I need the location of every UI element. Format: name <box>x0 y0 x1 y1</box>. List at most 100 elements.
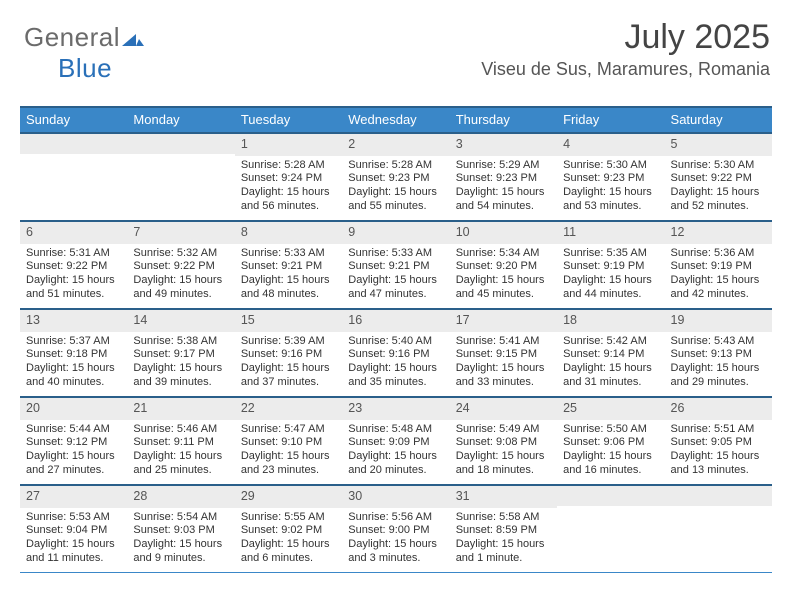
day-number: 28 <box>127 486 234 508</box>
daylight-text: Daylight: 15 hours and 6 minutes. <box>241 538 336 566</box>
calendar-week: 1Sunrise: 5:28 AMSunset: 9:24 PMDaylight… <box>20 132 772 220</box>
day-body: Sunrise: 5:51 AMSunset: 9:05 PMDaylight:… <box>665 420 772 484</box>
daylight-text: Daylight: 15 hours and 40 minutes. <box>26 362 121 390</box>
day-body <box>127 154 234 204</box>
calendar-day <box>557 486 664 572</box>
daylight-text: Daylight: 15 hours and 29 minutes. <box>671 362 766 390</box>
brand-triangle-icon <box>122 22 144 53</box>
day-body: Sunrise: 5:43 AMSunset: 9:13 PMDaylight:… <box>665 332 772 396</box>
day-number: 16 <box>342 310 449 332</box>
day-number: 14 <box>127 310 234 332</box>
day-number: 3 <box>450 134 557 156</box>
daylight-text: Daylight: 15 hours and 49 minutes. <box>133 274 228 302</box>
sunset-text: Sunset: 9:22 PM <box>671 172 766 186</box>
sunset-text: Sunset: 9:19 PM <box>671 260 766 274</box>
sunrise-text: Sunrise: 5:34 AM <box>456 247 551 261</box>
calendar-day: 7Sunrise: 5:32 AMSunset: 9:22 PMDaylight… <box>127 222 234 308</box>
day-body: Sunrise: 5:36 AMSunset: 9:19 PMDaylight:… <box>665 244 772 308</box>
day-header: Sunday <box>20 108 127 132</box>
sunset-text: Sunset: 9:11 PM <box>133 436 228 450</box>
daylight-text: Daylight: 15 hours and 27 minutes. <box>26 450 121 478</box>
calendar: Sunday Monday Tuesday Wednesday Thursday… <box>20 106 772 574</box>
day-body: Sunrise: 5:47 AMSunset: 9:10 PMDaylight:… <box>235 420 342 484</box>
sunset-text: Sunset: 9:03 PM <box>133 524 228 538</box>
sunset-text: Sunset: 9:17 PM <box>133 348 228 362</box>
day-header: Monday <box>127 108 234 132</box>
day-number: 24 <box>450 398 557 420</box>
calendar-week: 27Sunrise: 5:53 AMSunset: 9:04 PMDayligh… <box>20 484 772 572</box>
day-number <box>127 134 234 154</box>
sunrise-text: Sunrise: 5:35 AM <box>563 247 658 261</box>
sunrise-text: Sunrise: 5:50 AM <box>563 423 658 437</box>
calendar-day: 10Sunrise: 5:34 AMSunset: 9:20 PMDayligh… <box>450 222 557 308</box>
day-number: 21 <box>127 398 234 420</box>
calendar-day: 12Sunrise: 5:36 AMSunset: 9:19 PMDayligh… <box>665 222 772 308</box>
day-number: 30 <box>342 486 449 508</box>
daylight-text: Daylight: 15 hours and 18 minutes. <box>456 450 551 478</box>
daylight-text: Daylight: 15 hours and 3 minutes. <box>348 538 443 566</box>
sunrise-text: Sunrise: 5:40 AM <box>348 335 443 349</box>
daylight-text: Daylight: 15 hours and 52 minutes. <box>671 186 766 214</box>
calendar-day: 17Sunrise: 5:41 AMSunset: 9:15 PMDayligh… <box>450 310 557 396</box>
day-number: 7 <box>127 222 234 244</box>
daylight-text: Daylight: 15 hours and 1 minute. <box>456 538 551 566</box>
day-number: 2 <box>342 134 449 156</box>
sunset-text: Sunset: 9:09 PM <box>348 436 443 450</box>
calendar-day: 3Sunrise: 5:29 AMSunset: 9:23 PMDaylight… <box>450 134 557 220</box>
calendar-bottom-rule <box>20 572 772 574</box>
day-body: Sunrise: 5:37 AMSunset: 9:18 PMDaylight:… <box>20 332 127 396</box>
sunset-text: Sunset: 9:20 PM <box>456 260 551 274</box>
calendar-day: 30Sunrise: 5:56 AMSunset: 9:00 PMDayligh… <box>342 486 449 572</box>
page-title: July 2025 <box>481 18 770 57</box>
calendar-day: 28Sunrise: 5:54 AMSunset: 9:03 PMDayligh… <box>127 486 234 572</box>
sunrise-text: Sunrise: 5:55 AM <box>241 511 336 525</box>
day-body: Sunrise: 5:35 AMSunset: 9:19 PMDaylight:… <box>557 244 664 308</box>
calendar-day: 1Sunrise: 5:28 AMSunset: 9:24 PMDaylight… <box>235 134 342 220</box>
sunrise-text: Sunrise: 5:44 AM <box>26 423 121 437</box>
day-header: Saturday <box>665 108 772 132</box>
calendar-day: 27Sunrise: 5:53 AMSunset: 9:04 PMDayligh… <box>20 486 127 572</box>
daylight-text: Daylight: 15 hours and 51 minutes. <box>26 274 121 302</box>
day-number: 15 <box>235 310 342 332</box>
day-body: Sunrise: 5:54 AMSunset: 9:03 PMDaylight:… <box>127 508 234 572</box>
day-number: 29 <box>235 486 342 508</box>
sunrise-text: Sunrise: 5:28 AM <box>348 159 443 173</box>
calendar-day: 25Sunrise: 5:50 AMSunset: 9:06 PMDayligh… <box>557 398 664 484</box>
sunset-text: Sunset: 9:13 PM <box>671 348 766 362</box>
sunset-text: Sunset: 9:23 PM <box>456 172 551 186</box>
day-body: Sunrise: 5:58 AMSunset: 8:59 PMDaylight:… <box>450 508 557 572</box>
daylight-text: Daylight: 15 hours and 9 minutes. <box>133 538 228 566</box>
calendar-day <box>665 486 772 572</box>
calendar-day: 11Sunrise: 5:35 AMSunset: 9:19 PMDayligh… <box>557 222 664 308</box>
sunset-text: Sunset: 9:06 PM <box>563 436 658 450</box>
daylight-text: Daylight: 15 hours and 23 minutes. <box>241 450 336 478</box>
day-header: Thursday <box>450 108 557 132</box>
sunset-text: Sunset: 9:15 PM <box>456 348 551 362</box>
day-number: 22 <box>235 398 342 420</box>
sunrise-text: Sunrise: 5:54 AM <box>133 511 228 525</box>
calendar-day: 13Sunrise: 5:37 AMSunset: 9:18 PMDayligh… <box>20 310 127 396</box>
sunrise-text: Sunrise: 5:33 AM <box>348 247 443 261</box>
sunset-text: Sunset: 9:16 PM <box>241 348 336 362</box>
sunrise-text: Sunrise: 5:28 AM <box>241 159 336 173</box>
calendar-day: 22Sunrise: 5:47 AMSunset: 9:10 PMDayligh… <box>235 398 342 484</box>
day-header: Wednesday <box>342 108 449 132</box>
day-body: Sunrise: 5:49 AMSunset: 9:08 PMDaylight:… <box>450 420 557 484</box>
sunrise-text: Sunrise: 5:32 AM <box>133 247 228 261</box>
sunrise-text: Sunrise: 5:46 AM <box>133 423 228 437</box>
day-body: Sunrise: 5:44 AMSunset: 9:12 PMDaylight:… <box>20 420 127 484</box>
calendar-day: 16Sunrise: 5:40 AMSunset: 9:16 PMDayligh… <box>342 310 449 396</box>
day-body: Sunrise: 5:55 AMSunset: 9:02 PMDaylight:… <box>235 508 342 572</box>
calendar-day: 18Sunrise: 5:42 AMSunset: 9:14 PMDayligh… <box>557 310 664 396</box>
sunrise-text: Sunrise: 5:30 AM <box>563 159 658 173</box>
calendar-day: 2Sunrise: 5:28 AMSunset: 9:23 PMDaylight… <box>342 134 449 220</box>
sunset-text: Sunset: 9:21 PM <box>241 260 336 274</box>
day-number: 1 <box>235 134 342 156</box>
calendar-day: 9Sunrise: 5:33 AMSunset: 9:21 PMDaylight… <box>342 222 449 308</box>
day-body: Sunrise: 5:50 AMSunset: 9:06 PMDaylight:… <box>557 420 664 484</box>
brand-text-2: Blue <box>58 53 112 83</box>
day-number <box>20 134 127 154</box>
day-number: 5 <box>665 134 772 156</box>
sunset-text: Sunset: 9:24 PM <box>241 172 336 186</box>
day-number: 13 <box>20 310 127 332</box>
